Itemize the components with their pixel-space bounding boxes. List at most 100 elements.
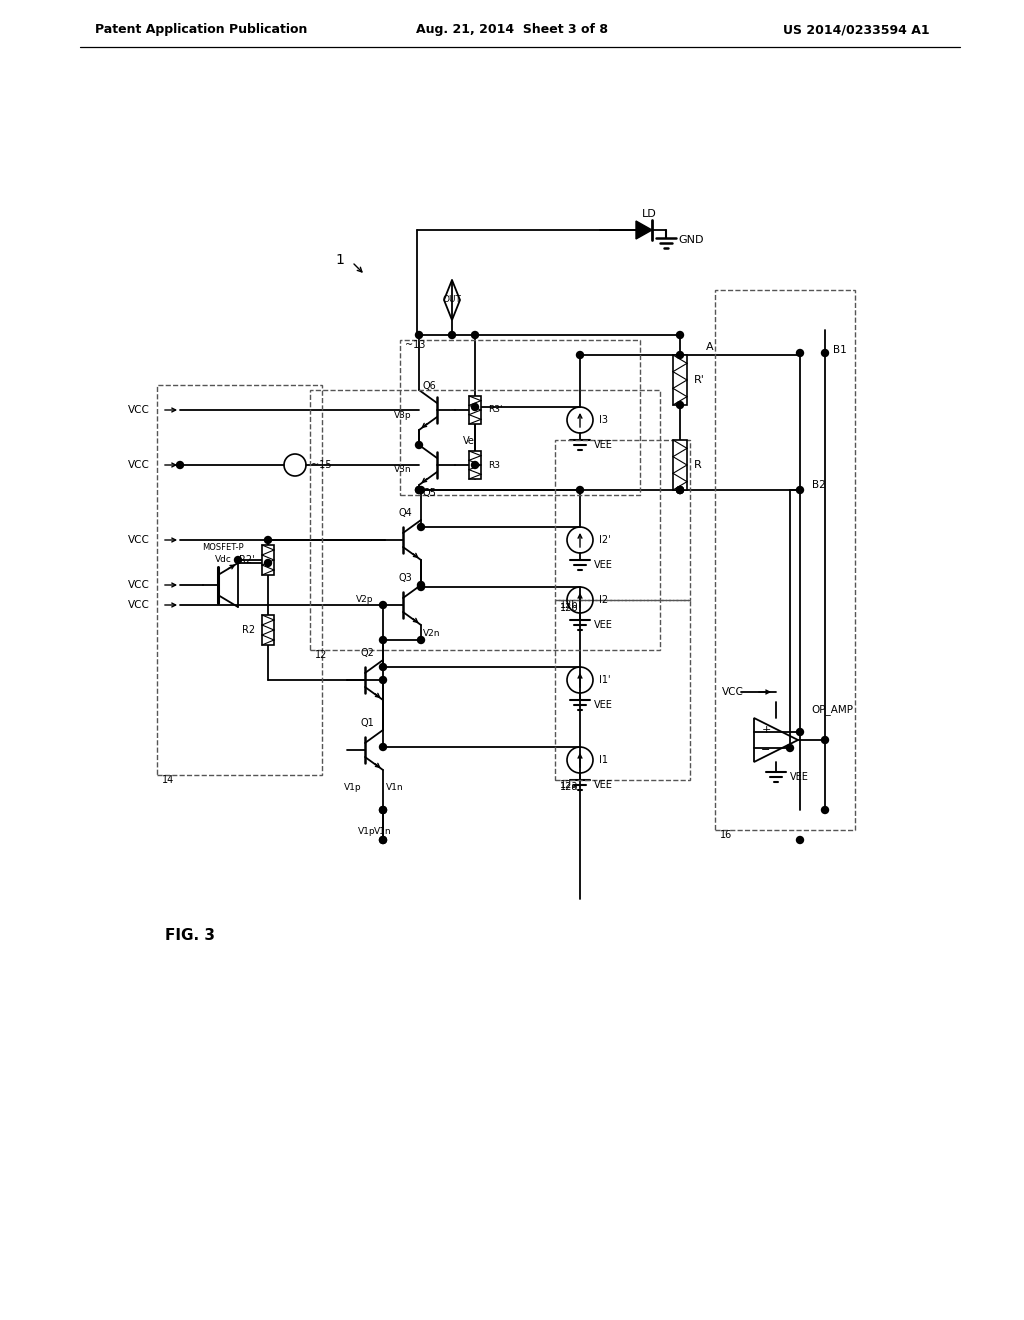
Text: VEE: VEE <box>594 560 613 570</box>
Circle shape <box>821 737 828 743</box>
Circle shape <box>416 487 423 494</box>
Text: VEE: VEE <box>594 440 613 450</box>
Circle shape <box>380 807 386 813</box>
Circle shape <box>264 536 271 544</box>
Circle shape <box>577 487 584 494</box>
Text: V1p: V1p <box>344 784 361 792</box>
Text: ~13: ~13 <box>406 341 425 350</box>
Text: +: + <box>761 725 771 735</box>
Text: I1: I1 <box>599 755 608 766</box>
Circle shape <box>234 557 242 564</box>
Text: 1: 1 <box>336 253 344 267</box>
Text: Vdc: Vdc <box>215 556 231 565</box>
Circle shape <box>380 602 386 609</box>
Text: 12: 12 <box>315 649 328 660</box>
Text: VCC: VCC <box>128 405 150 414</box>
Text: V1n: V1n <box>386 784 403 792</box>
Circle shape <box>380 676 386 684</box>
Circle shape <box>577 351 584 359</box>
Text: Patent Application Publication: Patent Application Publication <box>95 24 307 37</box>
Circle shape <box>471 462 478 469</box>
Bar <box>673 355 687 405</box>
Text: VCC: VCC <box>128 579 150 590</box>
Text: OUT: OUT <box>442 296 462 305</box>
Circle shape <box>264 560 271 566</box>
Circle shape <box>449 331 456 338</box>
Text: −: − <box>761 744 771 755</box>
Text: 16: 16 <box>720 830 732 840</box>
Polygon shape <box>636 220 652 239</box>
Circle shape <box>380 837 386 843</box>
Circle shape <box>418 487 425 494</box>
Text: R: R <box>694 459 701 470</box>
Circle shape <box>418 582 425 589</box>
Text: Q2: Q2 <box>360 648 374 657</box>
Circle shape <box>797 350 804 356</box>
Circle shape <box>471 331 478 338</box>
Circle shape <box>797 729 804 735</box>
Text: R3: R3 <box>488 461 500 470</box>
Text: 12a: 12a <box>560 780 579 789</box>
Bar <box>555 440 690 601</box>
Text: R': R' <box>694 375 705 385</box>
Text: Q3: Q3 <box>398 573 412 583</box>
Circle shape <box>416 441 423 449</box>
Circle shape <box>418 583 425 590</box>
Circle shape <box>677 351 683 359</box>
Bar <box>262 545 274 576</box>
Text: VEE: VEE <box>594 780 613 789</box>
Bar <box>715 290 855 830</box>
Text: V1p: V1p <box>358 828 376 837</box>
Text: VCC: VCC <box>128 535 150 545</box>
Text: VCC: VCC <box>128 601 150 610</box>
Circle shape <box>677 487 683 494</box>
Circle shape <box>380 837 386 843</box>
Bar <box>310 389 660 649</box>
Text: 12b: 12b <box>560 603 579 612</box>
Text: MOSFET-P: MOSFET-P <box>202 543 244 552</box>
Text: VEE: VEE <box>790 772 809 781</box>
Circle shape <box>416 487 423 494</box>
Text: 12a: 12a <box>560 781 579 792</box>
Text: VEE: VEE <box>594 620 613 630</box>
Circle shape <box>786 744 794 751</box>
Text: R2': R2' <box>240 554 255 565</box>
Text: Q1: Q1 <box>360 718 374 729</box>
Text: US 2014/0233594 A1: US 2014/0233594 A1 <box>783 24 930 37</box>
Text: VCC: VCC <box>128 459 150 470</box>
Text: I2: I2 <box>599 595 608 605</box>
Text: B2: B2 <box>812 480 825 490</box>
Text: 12b: 12b <box>560 601 579 610</box>
Text: I2': I2' <box>599 535 610 545</box>
Circle shape <box>176 462 183 469</box>
Circle shape <box>380 807 386 813</box>
Bar <box>469 451 481 479</box>
Bar <box>262 615 274 645</box>
Circle shape <box>797 487 804 494</box>
Text: A: A <box>707 342 714 352</box>
Text: FIG. 3: FIG. 3 <box>165 928 215 942</box>
Text: R3': R3' <box>488 405 503 414</box>
Bar <box>469 396 481 424</box>
Text: I3: I3 <box>599 414 608 425</box>
Circle shape <box>797 837 804 843</box>
Text: VCC: VCC <box>722 686 744 697</box>
Circle shape <box>380 664 386 671</box>
Circle shape <box>471 404 478 411</box>
Text: V3p: V3p <box>394 411 412 420</box>
Circle shape <box>677 331 683 338</box>
Circle shape <box>380 636 386 644</box>
Circle shape <box>380 743 386 751</box>
Circle shape <box>677 487 683 494</box>
Text: LD: LD <box>642 209 656 219</box>
Circle shape <box>416 331 423 338</box>
Text: V3n: V3n <box>394 466 412 474</box>
Bar <box>673 440 687 490</box>
Circle shape <box>677 487 683 494</box>
Text: V2p: V2p <box>355 595 373 605</box>
Text: Q5: Q5 <box>422 488 436 498</box>
Text: I1': I1' <box>599 675 610 685</box>
Circle shape <box>418 636 425 644</box>
Circle shape <box>418 524 425 531</box>
Text: GND: GND <box>678 235 703 246</box>
